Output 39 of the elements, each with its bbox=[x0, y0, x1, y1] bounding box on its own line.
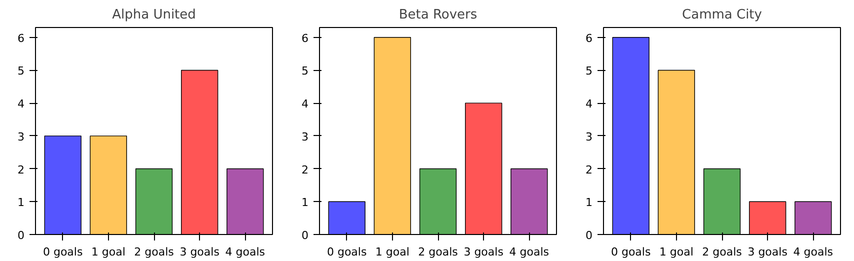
x-tick-label: 2 goals bbox=[134, 246, 174, 258]
y-tick-label: 0 bbox=[302, 229, 308, 242]
y-tick-label: 6 bbox=[586, 32, 592, 45]
x-tick-label: 0 goals bbox=[42, 246, 83, 258]
y-tick-label: 2 bbox=[586, 163, 592, 176]
x-tick-label: 3 goals bbox=[748, 246, 788, 258]
y-tick-label: 1 bbox=[18, 196, 24, 210]
y-tick-label: 5 bbox=[302, 64, 308, 78]
y-tick-label: 5 bbox=[586, 64, 592, 78]
x-tick-label: 1 goal bbox=[659, 246, 694, 258]
x-tick-label: 2 goals bbox=[702, 246, 742, 258]
y-tick-label: 4 bbox=[586, 98, 592, 111]
x-tick-label: 0 goals bbox=[610, 246, 651, 258]
y-tick-label: 3 bbox=[586, 130, 592, 144]
y-tick-label: 2 bbox=[302, 163, 308, 176]
y-tick-label: 6 bbox=[302, 32, 308, 45]
y-tick-label: 2 bbox=[18, 163, 24, 176]
chart-title: Camma City bbox=[682, 8, 762, 22]
x-tick-label: 1 goal bbox=[91, 246, 126, 258]
x-tick-label: 1 goal bbox=[375, 246, 410, 258]
y-tick-label: 4 bbox=[18, 98, 24, 111]
chart-title: Beta Rovers bbox=[398, 8, 478, 22]
x-tick-label: 4 goals bbox=[793, 246, 834, 258]
y-tick-label: 3 bbox=[18, 130, 24, 144]
x-tick-label: 0 goals bbox=[326, 246, 367, 258]
x-tick-label: 4 goals bbox=[509, 246, 550, 258]
y-tick-label: 3 bbox=[302, 130, 308, 144]
x-tick-label: 2 goals bbox=[418, 246, 458, 258]
x-tick-label: 3 goals bbox=[464, 246, 504, 258]
x-tick-label: 3 goals bbox=[180, 246, 220, 258]
x-tick-label: 4 goals bbox=[225, 246, 266, 258]
y-tick-label: 1 bbox=[302, 196, 308, 210]
y-tick-label: 5 bbox=[18, 64, 24, 78]
chart-title: Alpha United bbox=[112, 8, 196, 22]
y-tick-label: 1 bbox=[586, 196, 592, 210]
y-tick-label: 0 bbox=[586, 229, 592, 242]
y-tick-label: 6 bbox=[18, 32, 24, 45]
y-tick-label: 0 bbox=[18, 229, 24, 242]
y-tick-label: 4 bbox=[302, 98, 308, 111]
